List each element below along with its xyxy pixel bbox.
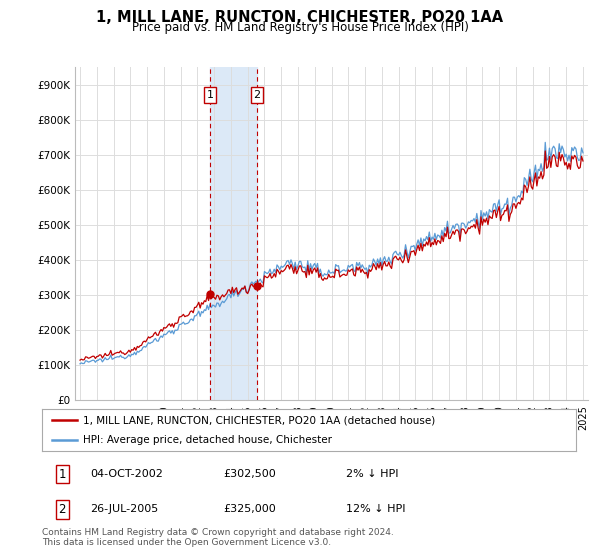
Text: 1, MILL LANE, RUNCTON, CHICHESTER, PO20 1AA: 1, MILL LANE, RUNCTON, CHICHESTER, PO20 … <box>97 10 503 25</box>
Text: 2: 2 <box>59 502 66 516</box>
Text: 1, MILL LANE, RUNCTON, CHICHESTER, PO20 1AA (detached house): 1, MILL LANE, RUNCTON, CHICHESTER, PO20 … <box>83 415 436 425</box>
Text: 2% ↓ HPI: 2% ↓ HPI <box>346 469 399 479</box>
Text: £302,500: £302,500 <box>224 469 277 479</box>
Text: 2: 2 <box>254 90 260 100</box>
Text: Price paid vs. HM Land Registry's House Price Index (HPI): Price paid vs. HM Land Registry's House … <box>131 21 469 34</box>
Text: 04-OCT-2002: 04-OCT-2002 <box>90 469 163 479</box>
Text: HPI: Average price, detached house, Chichester: HPI: Average price, detached house, Chic… <box>83 435 332 445</box>
Text: 1: 1 <box>59 468 66 480</box>
Text: 1: 1 <box>206 90 214 100</box>
Text: 12% ↓ HPI: 12% ↓ HPI <box>346 504 406 514</box>
Bar <box>210 67 257 400</box>
Text: 26-JUL-2005: 26-JUL-2005 <box>90 504 158 514</box>
Text: Contains HM Land Registry data © Crown copyright and database right 2024.
This d: Contains HM Land Registry data © Crown c… <box>42 528 394 547</box>
Text: £325,000: £325,000 <box>224 504 277 514</box>
